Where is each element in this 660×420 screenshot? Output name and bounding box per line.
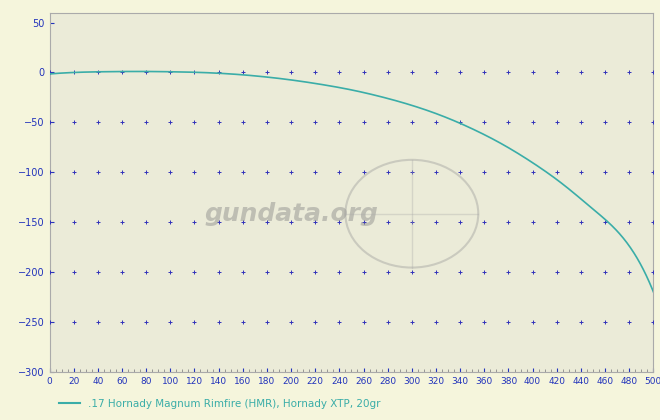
Text: gundata.org: gundata.org [204, 202, 378, 226]
Legend: .17 Hornady Magnum Rimfire (HMR), Hornady XTP, 20gr: .17 Hornady Magnum Rimfire (HMR), Hornad… [55, 394, 385, 413]
